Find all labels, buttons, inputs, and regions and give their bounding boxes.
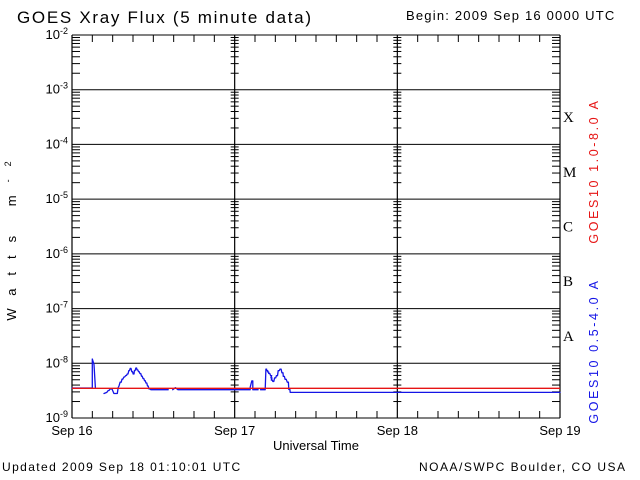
svg-text:B: B — [563, 274, 573, 290]
svg-text:Watts m-2: Watts m-2 — [3, 148, 19, 320]
svg-text:10-8: 10-8 — [46, 354, 68, 370]
svg-text:10-4: 10-4 — [46, 135, 68, 151]
svg-text:GOES Xray Flux (5 minute data): GOES Xray Flux (5 minute data) — [17, 8, 313, 27]
svg-text:NOAA/SWPC Boulder, CO USA: NOAA/SWPC Boulder, CO USA — [419, 460, 627, 474]
svg-text:10-3: 10-3 — [46, 81, 68, 97]
svg-text:Sep 16: Sep 16 — [51, 423, 92, 438]
svg-text:Sep 18: Sep 18 — [377, 423, 418, 438]
svg-text:10-5: 10-5 — [46, 190, 68, 206]
svg-text:Sep 19: Sep 19 — [539, 423, 580, 438]
svg-text:Updated 2009 Sep 18 01:10:01 U: Updated 2009 Sep 18 01:10:01 UTC — [2, 460, 242, 474]
svg-text:Universal Time: Universal Time — [273, 438, 359, 453]
svg-text:X: X — [563, 110, 574, 126]
svg-text:10-6: 10-6 — [46, 245, 68, 261]
svg-text:10-2: 10-2 — [46, 26, 68, 42]
svg-text:C: C — [563, 220, 573, 236]
svg-text:GOES10 0.5-4.0 A: GOES10 0.5-4.0 A — [587, 278, 601, 423]
svg-text:Sep 17: Sep 17 — [214, 423, 255, 438]
svg-text:10-7: 10-7 — [46, 300, 68, 316]
svg-text:A: A — [563, 329, 574, 345]
svg-text:Begin: 2009 Sep 16 0000 UTC: Begin: 2009 Sep 16 0000 UTC — [406, 8, 615, 23]
svg-text:M: M — [563, 165, 576, 181]
svg-text:GOES10 1.0-8.0 A: GOES10 1.0-8.0 A — [587, 98, 601, 243]
